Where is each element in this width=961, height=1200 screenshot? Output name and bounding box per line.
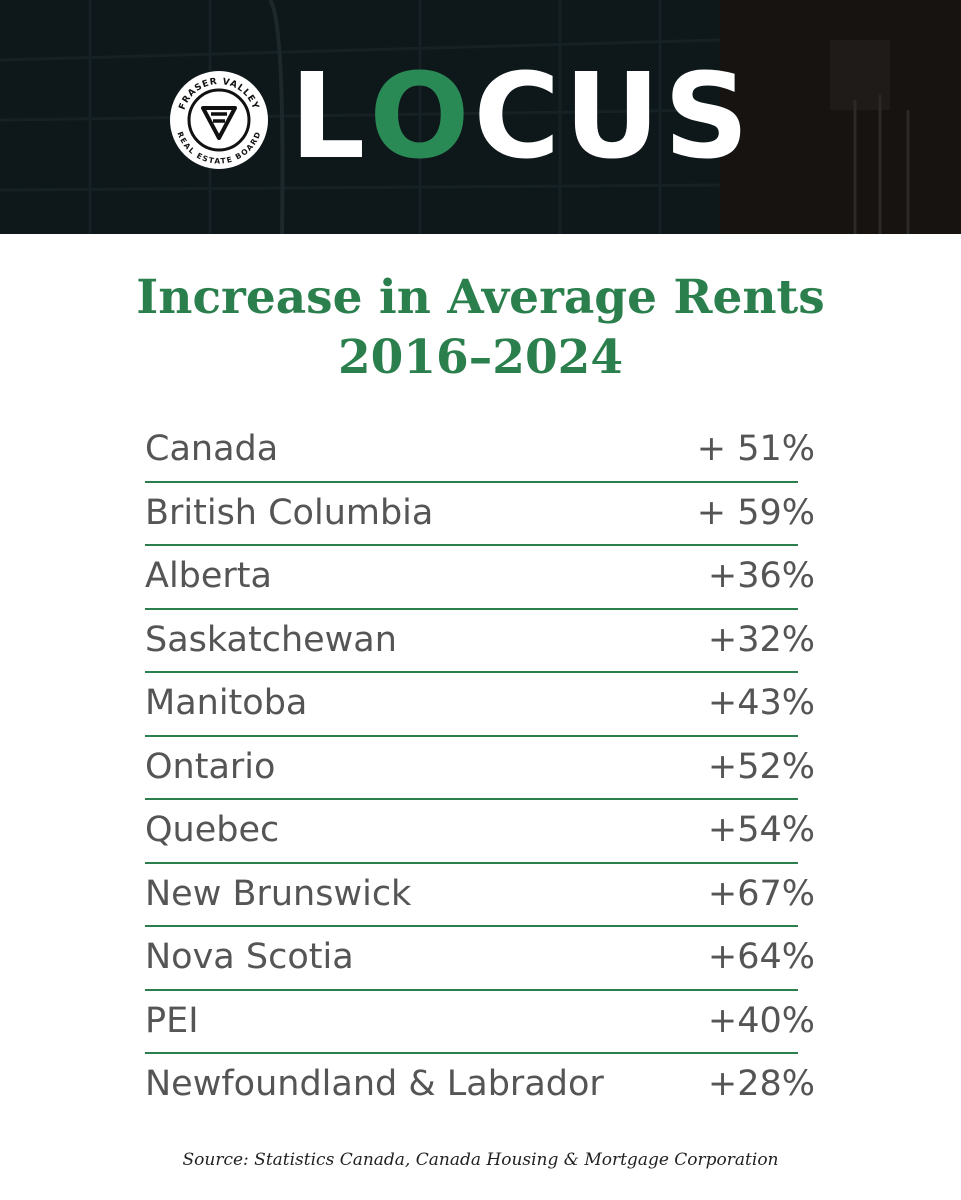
region-name: Canada — [145, 429, 279, 469]
row-divider — [145, 798, 798, 800]
wordmark-letter-o: O — [369, 47, 474, 185]
table-row: PEI +40% — [145, 993, 815, 1057]
wordmark-letters-cus: CUS — [473, 47, 753, 185]
row-divider — [145, 861, 798, 864]
region-name: Quebec — [145, 810, 280, 850]
table-row: New Brunswick +67% — [145, 866, 815, 930]
page-title: Increase in Average Rents 2016–2024 — [0, 268, 961, 388]
region-name: Saskatchewan — [145, 619, 397, 660]
row-divider — [145, 480, 798, 483]
row-divider — [145, 1052, 798, 1054]
table-row: Saskatchewan +32% — [145, 612, 815, 676]
rent-change-value: +40% — [707, 1000, 815, 1041]
fraser-valley-real-estate-board-seal-logo[interactable]: FRASER VALLEY REAL ESTATE BOARD — [169, 70, 269, 170]
row-divider — [145, 925, 798, 927]
rent-increase-table: Canada + 51% British Columbia + 59% Alberta +… — [145, 421, 815, 1120]
rent-change-value: +28% — [707, 1064, 815, 1104]
table-row: British Columbia + 59% — [145, 485, 815, 549]
title-line-2: 2016–2024 — [337, 330, 624, 385]
region-name: PEI — [145, 1000, 199, 1041]
wordmark-letter-l: L — [290, 47, 370, 185]
table-row: Manitoba +43% — [145, 675, 815, 739]
table-row: Newfoundland & Labrador +28% — [145, 1056, 815, 1120]
table-row: Alberta +36% — [145, 548, 815, 612]
rent-change-value: + 59% — [696, 492, 815, 533]
building-background-image — [0, 0, 961, 234]
region-name: British Columbia — [145, 492, 434, 533]
header-banner: FRASER VALLEY REAL ESTATE BOARD L O CUS — [0, 0, 961, 234]
rent-change-value: +67% — [707, 873, 815, 914]
title-line-1: Increase in Average Rents — [136, 270, 825, 325]
rent-change-value: +43% — [707, 683, 815, 723]
source-note: Source: Statistics Canada, Canada Housin… — [182, 1150, 779, 1170]
region-name: Ontario — [145, 746, 276, 787]
rent-change-value: +64% — [707, 937, 815, 977]
rent-change-value: +52% — [707, 746, 815, 787]
rent-change-value: +32% — [707, 619, 815, 660]
table-row: Canada + 51% — [145, 421, 815, 485]
table-row: Nova Scotia +64% — [145, 929, 815, 993]
region-name: Manitoba — [145, 683, 308, 723]
region-name: Nova Scotia — [145, 937, 354, 977]
row-divider — [145, 671, 798, 673]
locus-wordmark-logo: L O CUS — [290, 56, 753, 176]
row-divider — [145, 607, 798, 610]
table-row: Quebec +54% — [145, 802, 815, 866]
row-divider — [145, 734, 798, 737]
region-name: Alberta — [145, 556, 272, 596]
row-divider — [145, 988, 798, 991]
region-name: Newfoundland & Labrador — [145, 1064, 604, 1104]
rent-change-value: +36% — [707, 556, 815, 596]
row-divider — [145, 544, 798, 546]
table-row: Ontario +52% — [145, 739, 815, 803]
rent-change-value: + 51% — [696, 429, 815, 469]
rent-change-value: +54% — [707, 810, 815, 850]
region-name: New Brunswick — [145, 873, 412, 914]
